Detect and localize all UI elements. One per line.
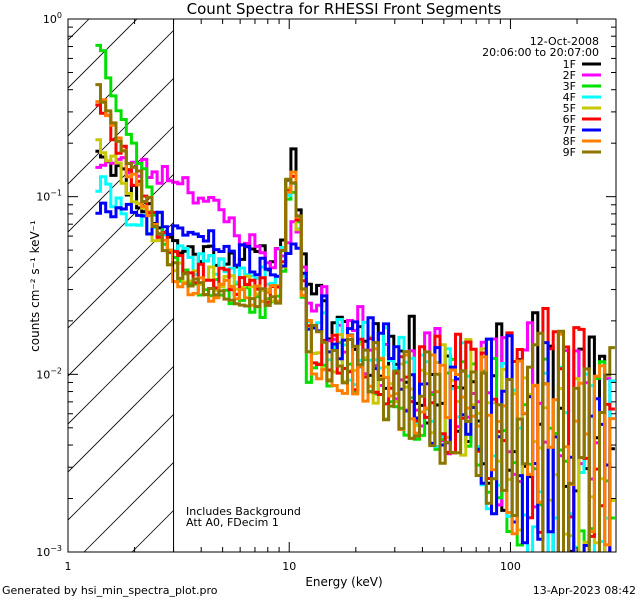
legend-label: 1F (563, 58, 576, 71)
x-tick-label: 100 (500, 560, 521, 573)
legend-label: 9F (563, 146, 576, 159)
hatch-line (68, 19, 234, 185)
y-tick-label: 10−1 (36, 189, 62, 204)
legend-date: 12-Oct-2008 (530, 35, 599, 48)
y-tick-label: 100 (43, 11, 62, 26)
legend-label: 2F (563, 69, 576, 82)
x-tick-label: 10 (282, 560, 296, 573)
hatch-line (68, 19, 186, 137)
plot-frame (67, 18, 617, 553)
series-line (95, 156, 612, 552)
legend-label: 3F (563, 80, 576, 93)
legend-label: 7F (563, 124, 576, 137)
legend: 12-Oct-2008 20:06:00 to 20:07:00 1F2F3F4… (482, 35, 601, 159)
series-line (95, 83, 615, 552)
chart-title: Count Spectra for RHESSI Front Segments (187, 0, 502, 18)
attenuator-note: Att A0, FDecim 1 (186, 516, 279, 529)
series-layer (95, 43, 615, 552)
footer-timestamp: 13-Apr-2023 08:42 (533, 584, 636, 597)
legend-label: 4F (563, 91, 576, 104)
hatch-line (68, 19, 90, 41)
legend-label: 8F (563, 135, 576, 148)
legend-label: 6F (563, 113, 576, 126)
y-axis-label: counts cm⁻² s⁻¹ keV⁻¹ (28, 220, 42, 352)
legend-label: 5F (563, 102, 576, 115)
x-tick-label: 1 (65, 560, 72, 573)
x-axis-label: Energy (keV) (305, 575, 382, 589)
legend-time-range: 20:06:00 to 20:07:00 (482, 46, 599, 59)
footer-generator: Generated by hsi_min_spectra_plot.pro (2, 584, 218, 597)
y-tick-label: 10−2 (36, 366, 62, 381)
y-tick-label: 10−3 (36, 544, 62, 559)
background-note: Includes Background (186, 505, 301, 518)
